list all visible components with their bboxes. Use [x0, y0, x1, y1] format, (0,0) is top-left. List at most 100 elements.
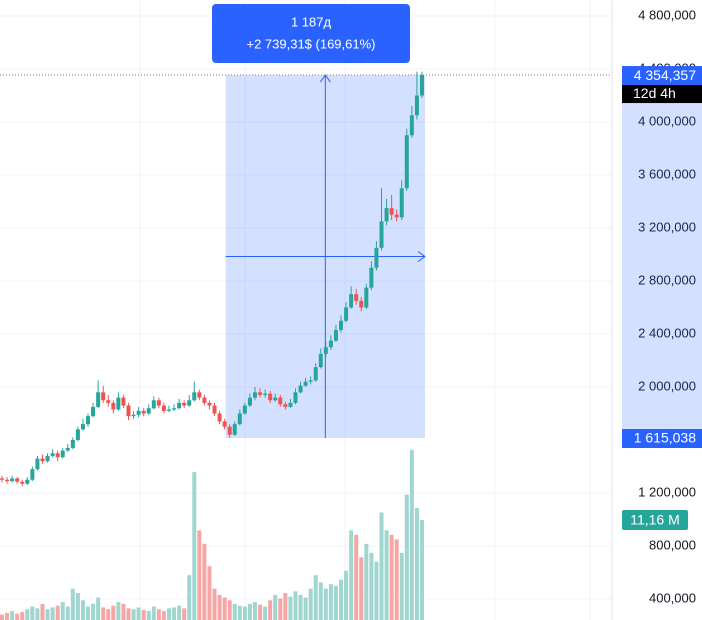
- candle-body: [136, 410, 141, 415]
- volume-bar: [96, 597, 101, 620]
- candle-body: [283, 404, 288, 407]
- candle-body: [414, 95, 419, 116]
- volume-bar: [86, 606, 91, 620]
- candle-body: [247, 397, 252, 406]
- volume-bar: [333, 585, 338, 620]
- candle-body: [35, 458, 40, 470]
- measure-label-box: [212, 4, 410, 63]
- candle-body: [288, 402, 293, 407]
- volume-bar: [222, 597, 227, 620]
- candle-body: [227, 426, 232, 435]
- volume-bar: [359, 557, 364, 620]
- volume-bar: [75, 593, 80, 620]
- candle-body: [187, 400, 192, 406]
- low-price-label: 1 615,038: [634, 430, 696, 446]
- y-tick-label: 1 200,000: [638, 484, 696, 499]
- candle-body: [354, 294, 359, 301]
- candle-body: [242, 405, 247, 414]
- candle-body: [207, 402, 212, 406]
- volume-bar: [151, 606, 156, 620]
- volume-bar: [25, 609, 30, 620]
- candle-layer: [0, 71, 424, 487]
- candle-body: [45, 455, 50, 462]
- candle-body: [86, 416, 91, 425]
- candle-body: [192, 392, 197, 401]
- measure-change: +2 739,31$ (169,61%): [246, 36, 375, 51]
- candle-body: [364, 287, 369, 308]
- volume-bar: [379, 512, 384, 620]
- candle-body: [313, 367, 318, 381]
- candle-body: [80, 424, 85, 430]
- volume-bar: [283, 593, 288, 620]
- candle-body: [374, 247, 379, 268]
- volume-bar: [192, 472, 197, 620]
- volume-bar: [207, 566, 212, 620]
- candle-body: [91, 406, 96, 417]
- y-tick-label: 3 200,000: [638, 219, 696, 234]
- volume-bar: [217, 594, 222, 620]
- candle-body: [389, 208, 394, 215]
- arrow-head: [417, 251, 426, 262]
- volume-bar: [161, 611, 166, 620]
- candle-body: [55, 453, 60, 458]
- volume-tag: [622, 510, 688, 531]
- candle-body: [217, 413, 222, 422]
- volume-bar: [5, 612, 10, 620]
- volume-bar: [101, 607, 106, 620]
- candle-body: [70, 440, 75, 448]
- volume-bar: [293, 591, 298, 620]
- volume-bar: [146, 611, 151, 620]
- candle-body: [318, 353, 323, 368]
- volume-bar: [91, 603, 96, 620]
- volume-bar: [354, 534, 359, 620]
- volume-bar: [349, 530, 354, 620]
- candle-body: [166, 409, 171, 411]
- volume-bar: [202, 543, 207, 620]
- candle-body: [303, 381, 308, 386]
- volume-bar: [242, 606, 247, 620]
- volume-bar: [364, 543, 369, 620]
- volume-bar: [404, 494, 409, 620]
- volume-bar: [212, 588, 217, 620]
- candle-body: [232, 424, 237, 435]
- candle-body: [359, 300, 364, 308]
- candle-body: [253, 392, 257, 398]
- volume-bar: [344, 570, 349, 620]
- volume-bar: [182, 608, 187, 620]
- volume-bar: [131, 609, 136, 620]
- volume-bar: [172, 607, 177, 620]
- volume-bar: [111, 605, 116, 620]
- candle-body: [111, 402, 116, 410]
- candle-body: [278, 397, 283, 405]
- volume-bar: [156, 609, 161, 620]
- volume-bar: [313, 575, 318, 620]
- candle-body: [96, 392, 101, 407]
- volume-bar: [258, 604, 263, 620]
- volume-bar: [339, 579, 344, 620]
- volume-bar: [106, 609, 111, 620]
- volume-bar: [399, 552, 404, 620]
- candle-body: [293, 392, 298, 403]
- candle-body: [222, 421, 227, 427]
- volume-bar: [268, 600, 273, 620]
- candle-body: [333, 330, 338, 341]
- volume-bar: [328, 584, 333, 620]
- candle-body: [308, 380, 313, 382]
- volume-bar: [121, 603, 126, 620]
- volume-bar: [369, 552, 374, 620]
- volume-bar: [15, 613, 20, 620]
- candle-body: [394, 214, 399, 218]
- candle-body: [141, 410, 146, 414]
- volume-bar: [384, 530, 389, 620]
- candle-body: [369, 267, 374, 288]
- volume-bar: [166, 608, 171, 620]
- last-price-label: 4 354,357: [634, 67, 696, 83]
- volume-bar: [253, 602, 257, 620]
- candle-body: [202, 397, 207, 403]
- volume-bar: [20, 611, 25, 620]
- volume-bar: [318, 582, 323, 620]
- volume-bar: [308, 588, 313, 620]
- volume-bar: [273, 594, 278, 620]
